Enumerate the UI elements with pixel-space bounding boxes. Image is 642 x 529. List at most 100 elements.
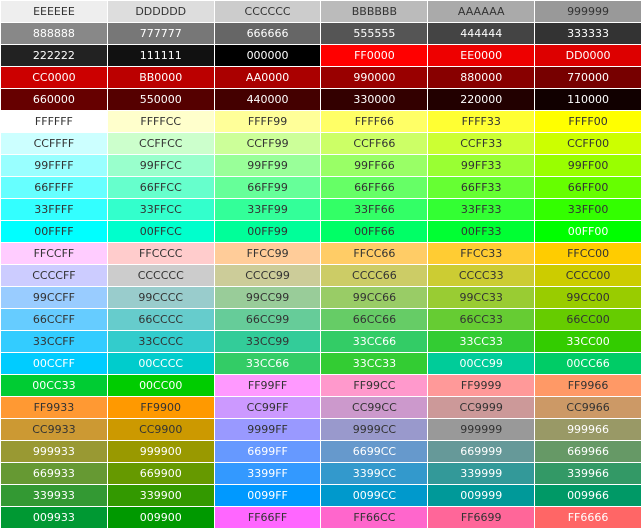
color-swatch[interactable]: 330000 [321, 89, 428, 110]
color-swatch[interactable]: 339900 [107, 485, 214, 506]
color-swatch[interactable]: 339933 [1, 485, 107, 506]
color-swatch[interactable]: 999966 [535, 419, 641, 440]
color-swatch[interactable]: 99CC66 [321, 287, 428, 308]
color-swatch[interactable]: 9999FF [214, 419, 321, 440]
color-swatch[interactable]: FF0000 [321, 45, 428, 66]
color-swatch[interactable]: 222222 [1, 45, 107, 66]
color-swatch[interactable]: 009933 [1, 507, 107, 528]
color-swatch[interactable]: 99FFFF [1, 155, 107, 176]
color-swatch[interactable]: 888888 [1, 23, 107, 44]
color-swatch[interactable]: CCCC66 [321, 265, 428, 286]
color-swatch[interactable]: FF9999 [428, 375, 535, 396]
color-swatch[interactable]: CCFF00 [535, 133, 641, 154]
color-swatch[interactable]: FFCCFF [1, 243, 107, 264]
color-swatch[interactable]: FFFFCC [107, 111, 214, 132]
color-swatch[interactable]: 00FF99 [214, 221, 321, 242]
color-swatch[interactable]: EEEEEE [1, 1, 107, 22]
color-swatch[interactable]: 9999CC [321, 419, 428, 440]
color-swatch[interactable]: 33FF66 [321, 199, 428, 220]
color-swatch[interactable]: 99FF66 [321, 155, 428, 176]
color-swatch[interactable]: 555555 [321, 23, 428, 44]
color-swatch[interactable]: FF66CC [321, 507, 428, 528]
color-swatch[interactable]: 339966 [535, 463, 641, 484]
color-swatch[interactable]: 00CC33 [1, 375, 107, 396]
color-swatch[interactable]: 009900 [107, 507, 214, 528]
color-swatch[interactable]: 33CC00 [535, 331, 641, 352]
color-swatch[interactable]: 66CC99 [214, 309, 321, 330]
color-swatch[interactable]: 99FF99 [214, 155, 321, 176]
color-swatch[interactable]: CCFF99 [214, 133, 321, 154]
color-swatch[interactable]: 99FF33 [428, 155, 535, 176]
color-swatch[interactable]: 110000 [535, 89, 641, 110]
color-swatch[interactable]: 99CCCC [107, 287, 214, 308]
color-swatch[interactable]: 00CC99 [428, 353, 535, 374]
color-swatch[interactable]: FF6666 [535, 507, 641, 528]
color-swatch[interactable]: 880000 [428, 67, 535, 88]
color-swatch[interactable]: CCCCFF [1, 265, 107, 286]
color-swatch[interactable]: 66FF00 [535, 177, 641, 198]
color-swatch[interactable]: 00FF33 [428, 221, 535, 242]
color-swatch[interactable]: 669900 [107, 463, 214, 484]
color-swatch[interactable]: 669966 [535, 441, 641, 462]
color-swatch[interactable]: 669933 [1, 463, 107, 484]
color-swatch[interactable]: CC99FF [214, 397, 321, 418]
color-swatch[interactable]: 00FFCC [107, 221, 214, 242]
color-swatch[interactable]: 33FF00 [535, 199, 641, 220]
color-swatch[interactable]: 33FFFF [1, 199, 107, 220]
color-swatch[interactable]: 990000 [321, 67, 428, 88]
color-swatch[interactable]: FFCC33 [428, 243, 535, 264]
color-swatch[interactable]: 770000 [535, 67, 641, 88]
color-swatch[interactable]: 99FF00 [535, 155, 641, 176]
color-swatch[interactable]: FFCCCC [107, 243, 214, 264]
color-swatch[interactable]: 0099FF [214, 485, 321, 506]
color-swatch[interactable]: BBBBBB [321, 1, 428, 22]
color-swatch[interactable]: 00CCFF [1, 353, 107, 374]
color-swatch[interactable]: FFFFFF [1, 111, 107, 132]
color-swatch[interactable]: 33CC66 [321, 331, 428, 352]
color-swatch[interactable]: FF99FF [214, 375, 321, 396]
color-swatch[interactable]: 111111 [107, 45, 214, 66]
color-swatch[interactable]: FFFF33 [428, 111, 535, 132]
color-swatch[interactable]: FFCC99 [214, 243, 321, 264]
color-swatch[interactable]: 66FF66 [321, 177, 428, 198]
color-swatch[interactable]: 00CCCC [107, 353, 214, 374]
color-swatch[interactable]: FFCC00 [535, 243, 641, 264]
color-swatch[interactable]: CCCC00 [535, 265, 641, 286]
color-swatch[interactable]: 550000 [107, 89, 214, 110]
color-swatch[interactable]: 00CC66 [535, 353, 641, 374]
color-swatch[interactable]: 33CCCC [107, 331, 214, 352]
color-swatch[interactable]: 99CC33 [428, 287, 535, 308]
color-swatch[interactable]: FF6699 [428, 507, 535, 528]
color-swatch[interactable]: 00FF66 [321, 221, 428, 242]
color-swatch[interactable]: CCCCCC [214, 1, 321, 22]
color-swatch[interactable]: 339999 [428, 463, 535, 484]
color-swatch[interactable]: 009999 [428, 485, 535, 506]
color-swatch[interactable]: 3399CC [321, 463, 428, 484]
color-swatch[interactable]: 220000 [428, 89, 535, 110]
color-swatch[interactable]: CCCC33 [428, 265, 535, 286]
color-swatch[interactable]: 440000 [214, 89, 321, 110]
color-swatch[interactable]: 33CC99 [214, 331, 321, 352]
color-swatch[interactable]: 66FFCC [107, 177, 214, 198]
color-swatch[interactable]: DD0000 [535, 45, 641, 66]
color-swatch[interactable]: 99FFCC [107, 155, 214, 176]
color-swatch[interactable]: 99CC99 [214, 287, 321, 308]
color-swatch[interactable]: 660000 [1, 89, 107, 110]
color-swatch[interactable]: 66CCFF [1, 309, 107, 330]
color-swatch[interactable]: 33FF99 [214, 199, 321, 220]
color-swatch[interactable]: DDDDDD [107, 1, 214, 22]
color-swatch[interactable]: 333333 [535, 23, 641, 44]
color-swatch[interactable]: 33CC33 [428, 331, 535, 352]
color-swatch[interactable]: 666666 [214, 23, 321, 44]
color-swatch[interactable]: 999933 [1, 441, 107, 462]
color-swatch[interactable]: 000000 [214, 45, 321, 66]
color-swatch[interactable]: 669999 [428, 441, 535, 462]
color-swatch[interactable]: CC9966 [535, 397, 641, 418]
color-swatch[interactable]: FF9933 [1, 397, 107, 418]
color-swatch[interactable]: FF99CC [321, 375, 428, 396]
color-swatch[interactable]: 0099CC [321, 485, 428, 506]
color-swatch[interactable]: 99CCFF [1, 287, 107, 308]
color-swatch[interactable]: CCFF66 [321, 133, 428, 154]
color-swatch[interactable]: FFFF66 [321, 111, 428, 132]
color-swatch[interactable]: CCFFFF [1, 133, 107, 154]
